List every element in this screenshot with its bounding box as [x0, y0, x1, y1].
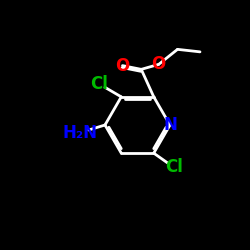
- Text: O: O: [152, 55, 166, 73]
- Text: N: N: [163, 116, 177, 134]
- Text: Cl: Cl: [165, 158, 183, 176]
- Text: Cl: Cl: [90, 75, 108, 93]
- Text: H₂N: H₂N: [62, 124, 98, 142]
- Text: O: O: [116, 56, 130, 74]
